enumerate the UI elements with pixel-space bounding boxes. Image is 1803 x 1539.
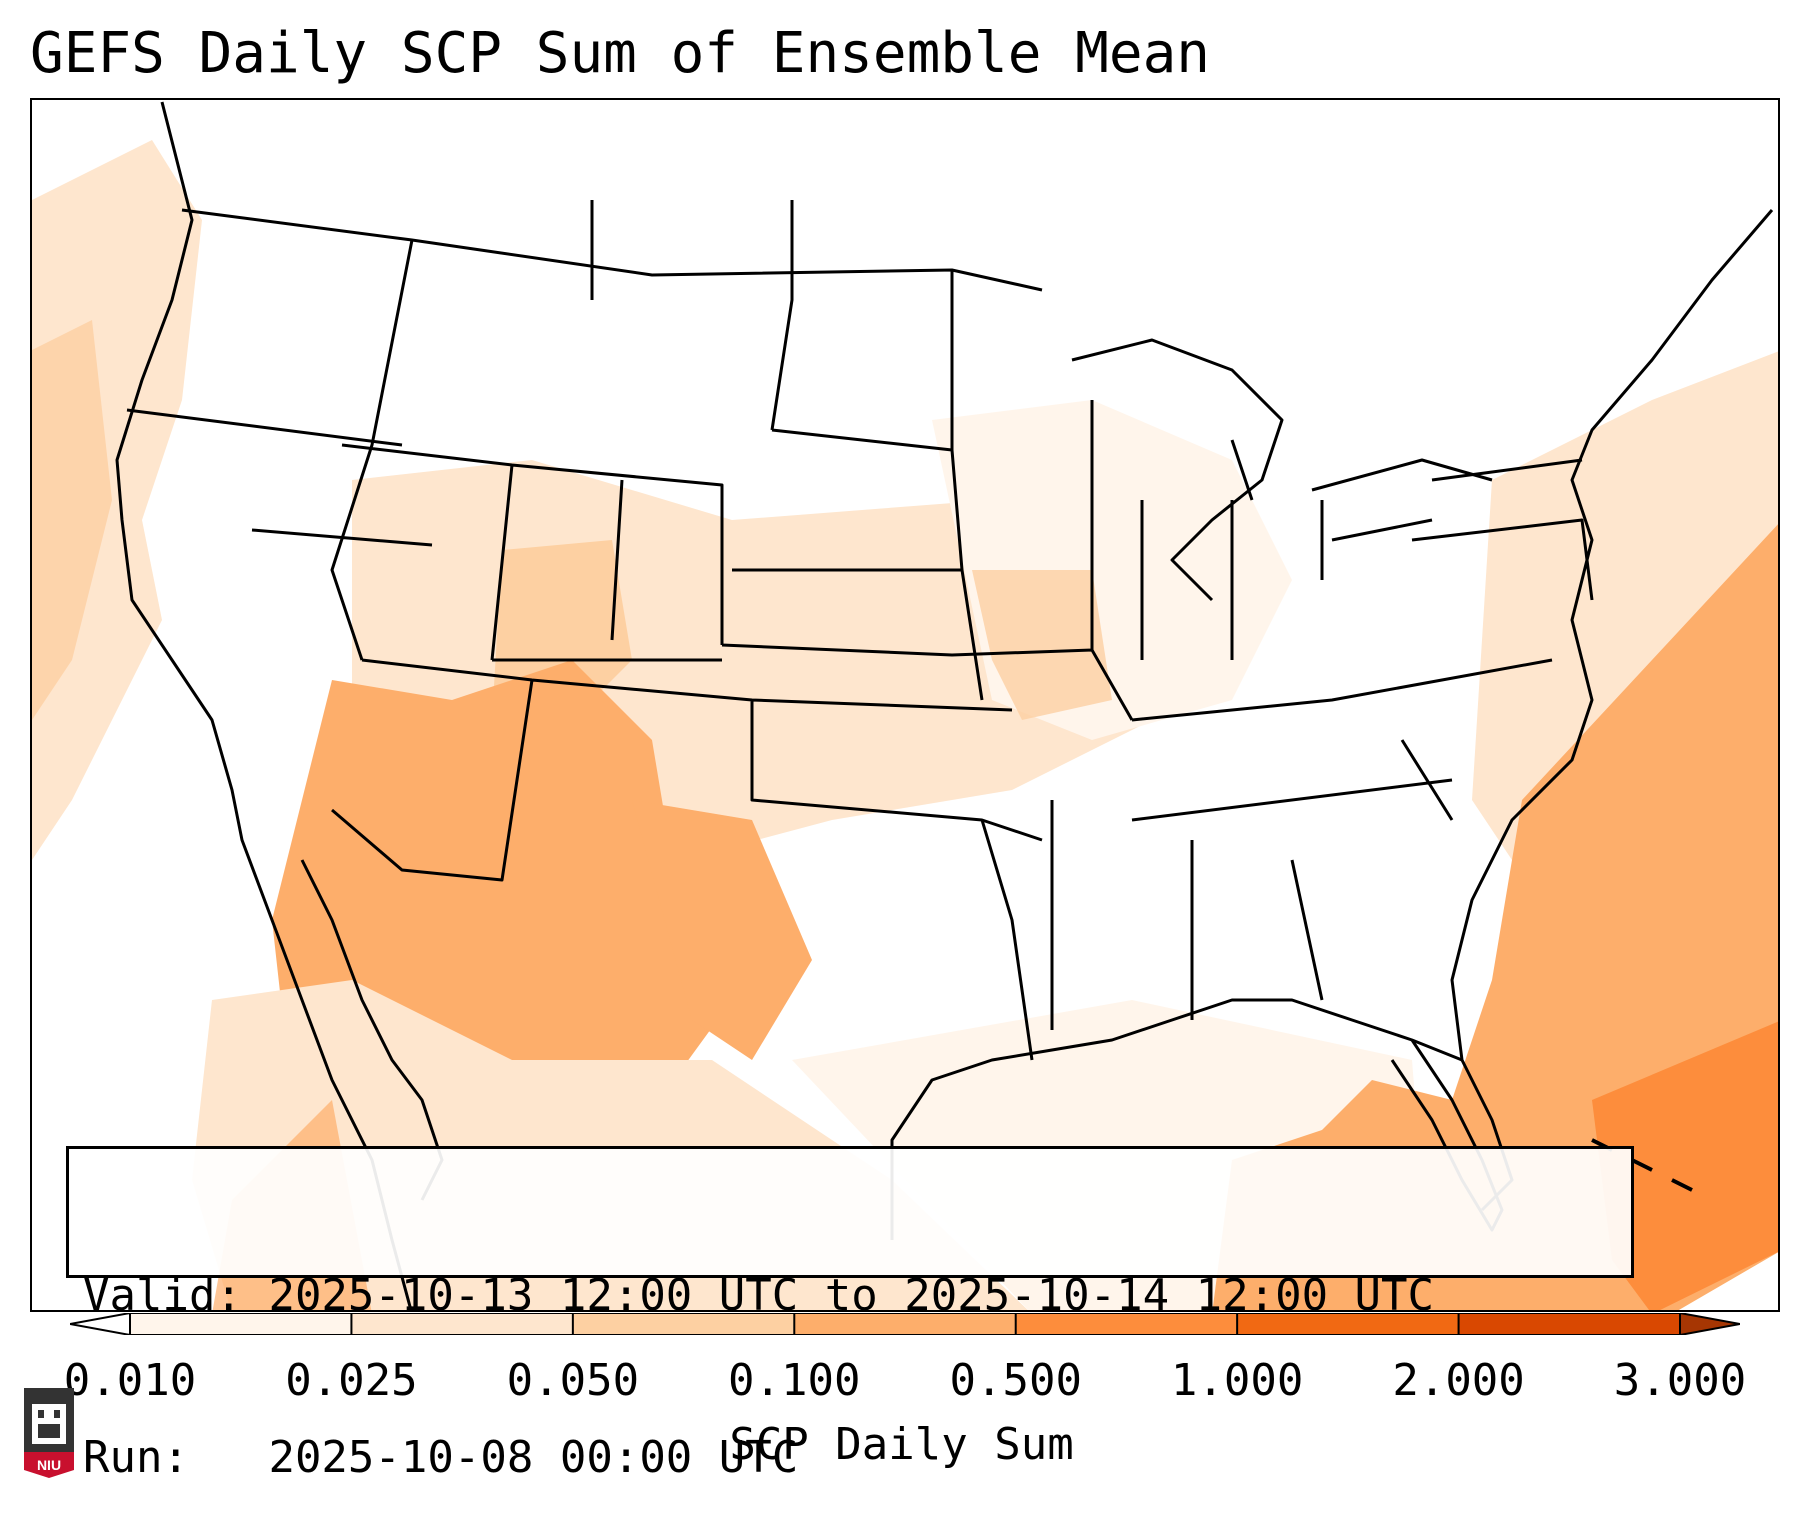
scp-map bbox=[32, 101, 1778, 1310]
colorbar-tick-label: 3.000 bbox=[1613, 1355, 1747, 1406]
colorbar-tick-label: 0.500 bbox=[949, 1355, 1082, 1406]
shading-bahamas-darker bbox=[1592, 1021, 1778, 1310]
logo-text: NIU bbox=[37, 1457, 61, 1473]
colorbar-extend-min bbox=[70, 1313, 131, 1335]
pacific-coastline bbox=[115, 101, 413, 1310]
gulf-coastline bbox=[890, 998, 1463, 1240]
chart-title: GEFS Daily SCP Sum of Ensemble Mean bbox=[30, 21, 1211, 86]
run-value: 2025-10-08 00:00 UTC bbox=[268, 1432, 799, 1483]
niu-logo: NIU bbox=[20, 1380, 78, 1480]
colorbar-svg bbox=[70, 1313, 1740, 1335]
colorbar-segment bbox=[130, 1313, 352, 1335]
map-panel bbox=[30, 98, 1780, 1312]
colorbar-segment bbox=[1237, 1313, 1460, 1335]
shading-texas-orange bbox=[632, 800, 812, 1060]
validity-info-box: Valid: 2025-10-13 12:00 UTC to 2025-10-1… bbox=[66, 1146, 1634, 1483]
colorbar-segment bbox=[794, 1313, 1017, 1335]
colorbar-tick-label: 0.050 bbox=[506, 1355, 640, 1406]
colorbar-label: SCP Daily Sum bbox=[729, 1419, 1074, 1470]
shading-missouri-medium bbox=[972, 570, 1112, 720]
colorbar-segment bbox=[351, 1313, 574, 1335]
colorbar bbox=[70, 1313, 1740, 1335]
colorbar-extend-max bbox=[1679, 1313, 1740, 1335]
colorbar-segment bbox=[1458, 1313, 1681, 1335]
run-label: Run: bbox=[83, 1432, 189, 1483]
colorbar-tick-label: 1.000 bbox=[1170, 1355, 1304, 1406]
colorbar-tick-label: 0.025 bbox=[285, 1355, 418, 1406]
colorbar-segment bbox=[572, 1313, 795, 1335]
colorbar-segment bbox=[1015, 1313, 1238, 1335]
run-line: Run: 2025-10-08 00:00 UTC bbox=[83, 1431, 1631, 1485]
canada-us-border bbox=[181, 208, 1043, 292]
colorbar-tick-label: 0.010 bbox=[63, 1355, 197, 1406]
map-boundaries bbox=[115, 101, 1774, 1310]
atlantic-coastline bbox=[1450, 209, 1774, 1212]
great-lakes bbox=[1071, 338, 1493, 602]
colorbar-tick-label: 2.000 bbox=[1392, 1355, 1525, 1406]
shading-atlantic-light bbox=[1472, 351, 1778, 860]
shading-pacific-light bbox=[32, 320, 112, 720]
shading-west-coast-light bbox=[32, 140, 202, 860]
colorbar-tick-label: 0.100 bbox=[728, 1355, 861, 1406]
scp-shading bbox=[32, 140, 1778, 1310]
state-borders bbox=[126, 200, 1594, 1061]
